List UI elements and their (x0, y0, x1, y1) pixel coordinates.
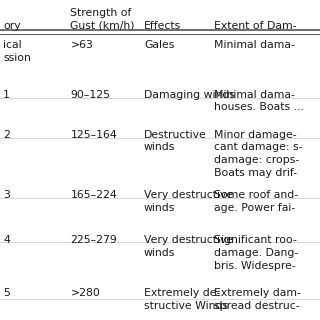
Text: Gust (km/h): Gust (km/h) (70, 21, 135, 31)
Text: Minimal dama-: Minimal dama- (214, 40, 295, 50)
Text: Damaging winds: Damaging winds (144, 90, 235, 100)
Text: 125–164: 125–164 (70, 130, 117, 140)
Text: 5: 5 (3, 288, 10, 298)
Text: 1: 1 (3, 90, 10, 100)
Text: 3: 3 (3, 190, 10, 200)
Text: Extremely dam-
spread destruc-: Extremely dam- spread destruc- (214, 288, 301, 311)
Text: Extremely de-
structive Winds: Extremely de- structive Winds (144, 288, 228, 311)
Text: 165–224: 165–224 (70, 190, 117, 200)
Text: Extent of Dam-: Extent of Dam- (214, 21, 297, 31)
Text: Destructive
winds: Destructive winds (144, 130, 207, 152)
Text: Strength of: Strength of (70, 8, 132, 18)
Text: Minimal dama-
houses. Boats ...: Minimal dama- houses. Boats ... (214, 90, 304, 112)
Text: Effects: Effects (144, 21, 181, 31)
Text: 90–125: 90–125 (70, 90, 110, 100)
Text: ical
ssion: ical ssion (3, 40, 31, 63)
Text: Very destructive
winds: Very destructive winds (144, 190, 233, 213)
Text: >280: >280 (70, 288, 100, 298)
Text: Very destructive
winds: Very destructive winds (144, 235, 233, 258)
Text: 2: 2 (3, 130, 10, 140)
Text: 4: 4 (3, 235, 10, 245)
Text: 225–279: 225–279 (70, 235, 117, 245)
Text: ory: ory (3, 21, 21, 31)
Text: Gales: Gales (144, 40, 174, 50)
Text: >63: >63 (70, 40, 93, 50)
Text: Some roof and-
age. Power fai-: Some roof and- age. Power fai- (214, 190, 299, 213)
Text: Minor damage-
cant damage: s-
damage: crops-
Boats may drif-: Minor damage- cant damage: s- damage: cr… (214, 130, 303, 178)
Text: Significant roo-
damage. Dang-
bris. Widespre-: Significant roo- damage. Dang- bris. Wid… (214, 235, 299, 271)
